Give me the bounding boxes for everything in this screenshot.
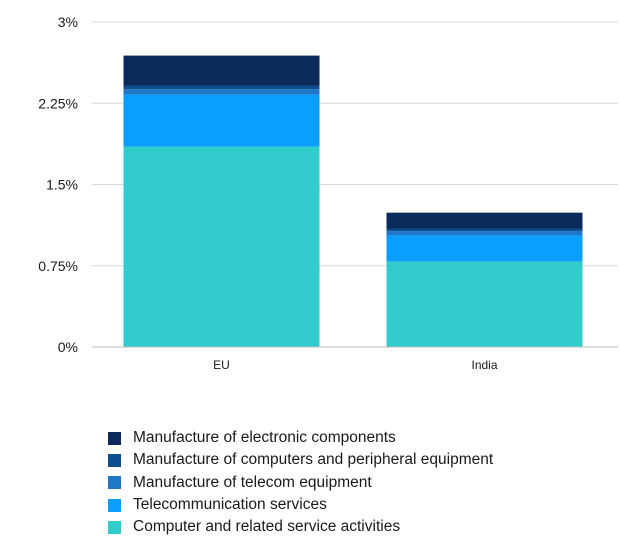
bar-segment — [123, 85, 320, 90]
legend-label: Computer and related service activities — [133, 518, 401, 536]
y-tick-label: 3% — [58, 14, 78, 30]
bar-segment — [386, 212, 583, 229]
legend-swatch — [108, 498, 121, 512]
bar-segment — [386, 261, 583, 347]
x-axis-tick-labels: EU India — [213, 358, 498, 372]
x-tick-label: India — [471, 358, 497, 372]
legend-item: Telecommunication services — [108, 494, 493, 516]
stacked-bar-chart: 0% 0.75% 1.5% 2.25% 3% EU India — [38, 14, 618, 372]
x-tick-label: EU — [213, 358, 230, 372]
legend-item: Computer and related service activities — [108, 516, 493, 538]
legend-item: Manufacture of electronic components — [108, 427, 493, 449]
bar-segment — [123, 89, 320, 95]
bar-segment — [123, 146, 320, 347]
bar-segment — [386, 235, 583, 262]
legend-item: Manufacture of telecom equipment — [108, 472, 493, 494]
bar-segment — [123, 55, 320, 86]
legend-label: Manufacture of electronic components — [133, 429, 396, 447]
y-tick-label: 0.75% — [38, 258, 78, 274]
legend-swatch — [108, 453, 121, 467]
bar-segment — [386, 228, 583, 232]
y-tick-label: 0% — [58, 339, 78, 355]
legend-swatch — [108, 476, 121, 490]
y-tick-label: 2.25% — [38, 95, 78, 111]
legend-label: Manufacture of computers and peripheral … — [133, 451, 494, 469]
bar-segment — [386, 231, 583, 236]
y-axis-tick-labels: 0% 0.75% 1.5% 2.25% 3% — [38, 14, 78, 355]
legend-item: Manufacture of computers and peripheral … — [108, 449, 493, 471]
legend-label: Manufacture of telecom equipment — [133, 473, 372, 491]
legend-swatch — [108, 431, 121, 445]
legend-label: Telecommunication services — [133, 496, 327, 514]
legend-swatch — [108, 520, 121, 534]
bar-segment — [123, 94, 320, 147]
legend: Manufacture of electronic components Manu… — [108, 427, 493, 538]
bars — [123, 55, 583, 347]
y-tick-label: 1.5% — [46, 177, 78, 193]
